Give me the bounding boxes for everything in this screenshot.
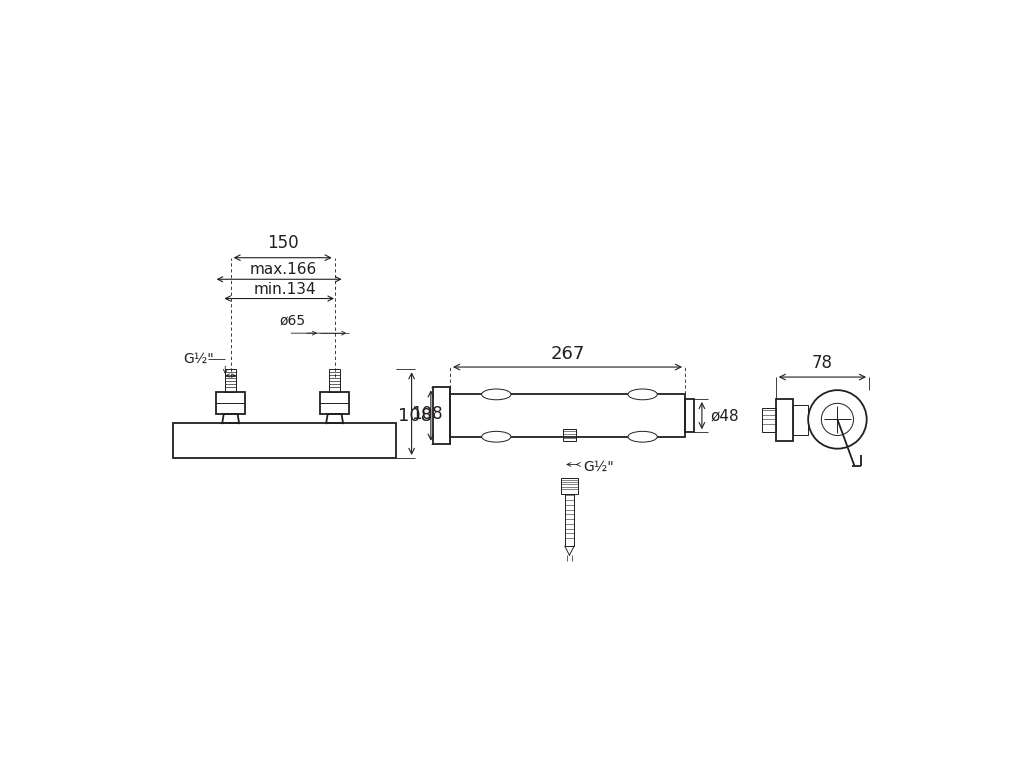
- Bar: [433, 387, 451, 444]
- Bar: [173, 423, 396, 458]
- Bar: [216, 392, 246, 414]
- Bar: [563, 429, 575, 442]
- Ellipse shape: [628, 389, 657, 400]
- Circle shape: [808, 390, 866, 449]
- Text: 78: 78: [812, 354, 833, 372]
- Text: max.166: max.166: [250, 262, 316, 276]
- Bar: [319, 392, 349, 414]
- Bar: [762, 408, 776, 432]
- Text: 150: 150: [267, 234, 298, 252]
- Text: ø65: ø65: [280, 314, 305, 328]
- Bar: [565, 494, 574, 546]
- Text: 108: 108: [412, 405, 442, 422]
- Bar: [561, 478, 578, 494]
- Text: G½": G½": [584, 460, 614, 474]
- Text: 108: 108: [398, 406, 432, 425]
- Text: G½": G½": [183, 353, 214, 366]
- Bar: [793, 405, 808, 435]
- Text: 267: 267: [550, 345, 585, 363]
- Ellipse shape: [628, 432, 657, 442]
- Text: min.134: min.134: [254, 282, 316, 296]
- Bar: [685, 399, 694, 432]
- Bar: [330, 369, 340, 392]
- Bar: [451, 395, 685, 437]
- Text: ø48: ø48: [711, 408, 739, 423]
- Ellipse shape: [481, 432, 511, 442]
- Circle shape: [821, 403, 854, 435]
- Ellipse shape: [481, 389, 511, 400]
- Bar: [225, 369, 237, 392]
- Bar: [776, 399, 793, 441]
